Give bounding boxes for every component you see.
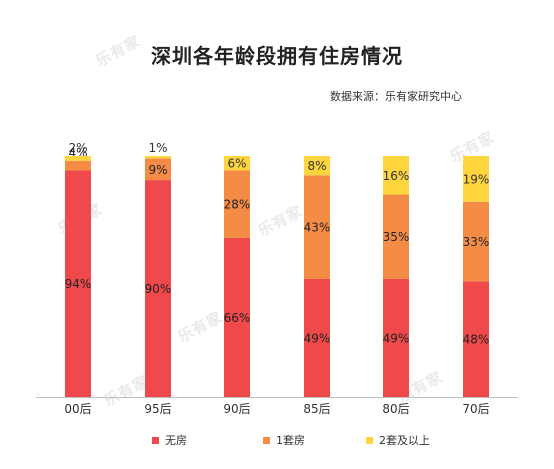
bar-segment-one <box>145 158 171 181</box>
data-label: 33% <box>463 235 490 249</box>
legend-label: 2套及以上 <box>379 434 430 447</box>
bar-segment-one <box>224 170 250 238</box>
data-label: 49% <box>383 331 410 345</box>
bar-segment-one <box>304 175 330 279</box>
x-tick-label: 85后 <box>303 402 330 416</box>
data-label: 2% <box>68 141 87 155</box>
bar-segment-one <box>383 194 409 279</box>
x-tick-label: 95后 <box>144 402 171 416</box>
bar-segment-one <box>65 160 91 171</box>
data-label: 6% <box>227 157 246 171</box>
bar-segment-none <box>304 278 330 397</box>
data-label: 66% <box>224 311 251 325</box>
legend-label: 无房 <box>165 434 187 447</box>
x-tick-label: 80后 <box>382 402 409 416</box>
bar-segment-one <box>463 201 489 282</box>
data-label: 19% <box>463 172 490 186</box>
legend-swatch <box>152 437 159 444</box>
x-tick-label: 00后 <box>64 402 91 416</box>
data-label: 48% <box>463 333 490 347</box>
bar-segment-none <box>65 170 91 397</box>
legend-label: 1套房 <box>276 434 305 447</box>
data-source: 数据来源：乐有家研究中心 <box>330 90 462 103</box>
bar-segment-none <box>383 278 409 397</box>
data-label: 49% <box>304 331 331 345</box>
bar-segment-none <box>224 237 250 397</box>
bar-segment-two-plus <box>65 156 91 161</box>
chart-title: 深圳各年龄段拥有住房情况 <box>151 44 403 68</box>
bar-segment-none <box>145 180 171 397</box>
bar-segment-two-plus <box>145 156 171 159</box>
data-label: 1% <box>148 141 167 155</box>
bar-segment-two-plus <box>304 156 330 176</box>
x-tick-label: 70后 <box>462 402 489 416</box>
legend-swatch <box>366 437 373 444</box>
data-label: 8% <box>307 159 326 173</box>
data-label: 35% <box>383 230 410 244</box>
legend-swatch <box>263 437 270 444</box>
bar-segment-two-plus <box>383 156 409 195</box>
bar-segment-none <box>463 281 489 397</box>
bar-segment-two-plus <box>463 156 489 202</box>
x-tick-label: 90后 <box>223 402 250 416</box>
data-label: 16% <box>383 169 410 183</box>
data-label: 43% <box>304 221 331 235</box>
data-label: 28% <box>224 198 251 212</box>
data-label: 94% <box>65 277 92 291</box>
bar-segment-two-plus <box>224 156 250 171</box>
data-label: 90% <box>145 282 172 296</box>
data-label: 9% <box>148 163 167 177</box>
